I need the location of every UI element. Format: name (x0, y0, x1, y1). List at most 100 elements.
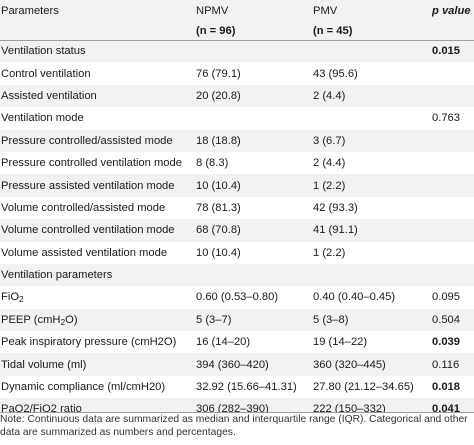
row-label-text: Ventilation status (1, 45, 86, 58)
row-pmv-value: 42 (93.3) (312, 196, 429, 220)
row-p-value: 0.039 (429, 331, 474, 354)
row-label-text: Ventilation parameters (1, 269, 113, 282)
row-pmv-value (312, 263, 429, 287)
table-header: Parameters NPMV PMV p value (n = 96) (n … (0, 0, 474, 41)
row-label: Volume assisted ventilation mode (0, 241, 195, 264)
row-label-text: FiO (1, 291, 20, 304)
row-p-value: 0.015 (429, 40, 474, 63)
row-p-value (429, 263, 474, 287)
table-row: Tidal volume (ml) 394 (360–420) 360 (320–4… (0, 353, 474, 376)
row-p-value: 0.504 (429, 308, 474, 332)
row-label: Peak inspiratory pressure (cmH2O) (0, 331, 195, 354)
row-npmv-value: 16 (14–20) (195, 331, 312, 354)
row-label-subscript: 2 (19, 294, 24, 305)
row-npmv-value: 8 (8.3) (195, 151, 312, 175)
row-p-value: 0.763 (429, 107, 474, 130)
row-p-value (429, 62, 474, 85)
row-pmv-value: 27.80 (21.12–34.65) (312, 375, 429, 399)
table-row: Assisted ventilation 20 (20.8) 2 (4.4) (0, 84, 474, 108)
header-blank (0, 22, 195, 41)
row-p-value (429, 196, 474, 220)
header-npmv: NPMV (195, 0, 312, 22)
table-row: PEEP (cmH2O) 5 (3–7) 5 (3–8) 0.504 (0, 308, 474, 332)
row-label: Assisted ventilation (0, 84, 195, 108)
header-parameters: Parameters (0, 0, 195, 22)
ventilation-table: Parameters NPMV PMV p value (n = 96) (n … (0, 0, 474, 421)
row-pmv-value: 1 (2.2) (312, 241, 429, 264)
row-npmv-value: 78 (81.3) (195, 196, 312, 220)
row-pmv-value: 3 (6.7) (312, 129, 429, 152)
row-label-text: Volume assisted ventilation mode (1, 246, 168, 259)
row-label: Volume controlled/assisted mode (0, 196, 195, 220)
row-npmv-value (195, 263, 312, 287)
row-label: Volume controlled ventilation mode (0, 219, 195, 242)
row-pmv-value: 43 (95.6) (312, 62, 429, 85)
row-pmv-value: 1 (2.2) (312, 174, 429, 197)
row-label: Pressure controlled/assisted mode (0, 129, 195, 152)
header-p-value: p value (429, 0, 474, 22)
row-label-text: Tidal volume (ml) (1, 358, 87, 371)
row-label-text: Pressure assisted ventilation mode (1, 179, 175, 192)
row-pmv-value: 360 (320–445) (312, 353, 429, 376)
row-p-value (429, 129, 474, 152)
row-p-value: 0.018 (429, 375, 474, 399)
row-pmv-value: 2 (4.4) (312, 151, 429, 175)
table-row: Volume controlled ventilation mode 68 (70… (0, 219, 474, 242)
row-npmv-value: 5 (3–7) (195, 308, 312, 332)
row-label: Tidal volume (ml) (0, 353, 195, 376)
row-pmv-value: 5 (3–8) (312, 308, 429, 332)
row-p-value (429, 174, 474, 197)
row-label-suffix: O) (65, 313, 78, 326)
row-pmv-value (312, 40, 429, 63)
row-pmv-value: 0.40 (0.40–0.45) (312, 286, 429, 309)
row-pmv-value: 19 (14–22) (312, 331, 429, 354)
row-npmv-value (195, 107, 312, 130)
row-npmv-value: 18 (18.8) (195, 129, 312, 152)
table-row: Peak inspiratory pressure (cmH2O) 16 (14–… (0, 331, 474, 354)
row-p-value (429, 219, 474, 242)
row-label-text: PEEP (cmH (1, 313, 61, 326)
row-label-text: Assisted ventilation (1, 89, 97, 102)
table-row: Ventilation mode 0.763 (0, 107, 474, 130)
row-label: Pressure assisted ventilation mode (0, 174, 195, 197)
row-npmv-value: 20 (20.8) (195, 84, 312, 108)
table-body: Ventilation status 0.015 Control ventilati… (0, 40, 474, 421)
row-label-text: Peak inspiratory pressure (cmH2O) (1, 336, 177, 349)
row-label-text: Pressure controlled/assisted mode (1, 134, 173, 147)
row-label: PEEP (cmH2O) (0, 308, 195, 332)
row-label-text: Volume controlled ventilation mode (1, 224, 175, 237)
table-row: Ventilation parameters (0, 263, 474, 287)
table-row: Volume controlled/assisted mode 78 (81.3)… (0, 196, 474, 220)
row-label: Control ventilation (0, 62, 195, 85)
table-row: Pressure controlled ventilation mode 8 (8… (0, 151, 474, 175)
table-row: Pressure controlled/assisted mode 18 (18.… (0, 129, 474, 152)
row-label-text: Volume controlled/assisted mode (1, 201, 166, 214)
row-label: Ventilation mode (0, 107, 195, 130)
header-pmv-n: (n = 45) (312, 22, 429, 41)
row-label: Dynamic compliance (ml/cmH20) (0, 375, 195, 399)
table-row: Ventilation status 0.015 (0, 40, 474, 63)
row-label: Pressure controlled ventilation mode (0, 151, 195, 175)
table-row: FiO2 0.60 (0.53–0.80) 0.40 (0.40–0.45) 0.09… (0, 286, 474, 309)
row-npmv-value: 394 (360–420) (195, 353, 312, 376)
table-row: Control ventilation 76 (79.1) 43 (95.6) (0, 62, 474, 85)
row-npmv-value (195, 40, 312, 63)
row-label-text: Dynamic compliance (ml/cmH20) (1, 381, 166, 394)
row-p-value: 0.116 (429, 353, 474, 376)
row-pmv-value (312, 107, 429, 130)
row-pmv-value: 2 (4.4) (312, 84, 429, 108)
row-npmv-value: 68 (70.8) (195, 219, 312, 242)
header-pmv: PMV (312, 0, 429, 22)
row-label-subscript: 2 (60, 316, 66, 327)
row-label-text: Pressure controlled ventilation mode (1, 157, 182, 170)
row-label: FiO2 (0, 286, 195, 309)
row-p-value: 0.095 (429, 286, 474, 309)
row-p-value (429, 84, 474, 108)
table-row: Volume assisted ventilation mode 10 (10.4… (0, 241, 474, 264)
header-npmv-n: (n = 96) (195, 22, 312, 41)
row-npmv-value: 10 (10.4) (195, 174, 312, 197)
table-row: Dynamic compliance (ml/cmH20) 32.92 (15.6… (0, 375, 474, 399)
row-npmv-value: 0.60 (0.53–0.80) (195, 286, 312, 309)
row-p-value (429, 151, 474, 175)
